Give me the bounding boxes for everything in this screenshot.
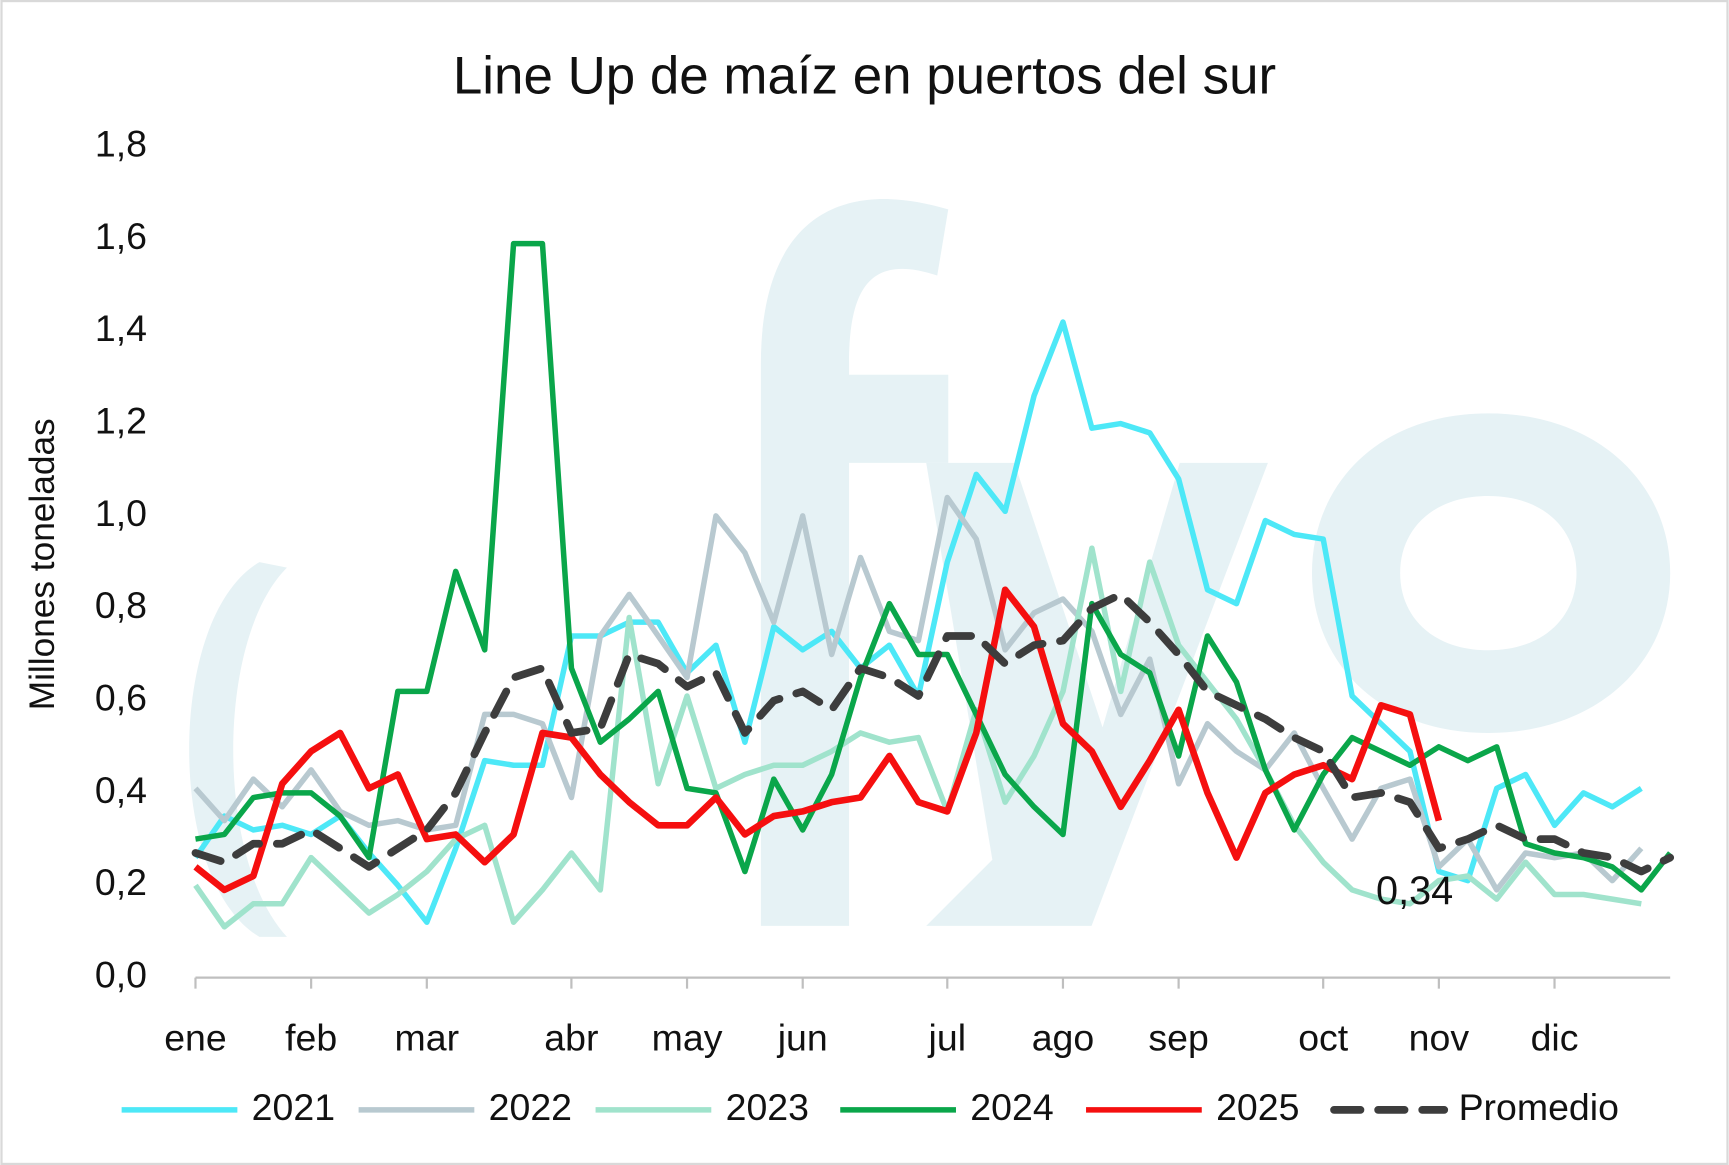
y-axis-label: Millones toneladas xyxy=(23,418,62,710)
watermark-shape xyxy=(926,462,1268,926)
y-tick-label: 1,0 xyxy=(95,492,147,534)
x-tick-label: ene xyxy=(164,1016,227,1058)
legend-label: 2024 xyxy=(970,1086,1053,1128)
y-tick-label: 0,0 xyxy=(95,954,147,996)
y-tick-label: 1,4 xyxy=(95,307,147,349)
x-tick-label: dic xyxy=(1531,1016,1579,1058)
legend-label: 2022 xyxy=(489,1086,572,1128)
chart-title: Line Up de maíz en puertos del sur xyxy=(453,46,1276,105)
x-tick-label: jul xyxy=(928,1016,967,1058)
data-label: 0,34 xyxy=(1376,869,1453,913)
y-tick-label: 1,8 xyxy=(95,122,147,164)
x-tick-label: sep xyxy=(1148,1016,1208,1058)
y-tick-label: 0,4 xyxy=(95,769,147,811)
legend-label: 2025 xyxy=(1216,1086,1299,1128)
x-tick-label: mar xyxy=(395,1016,460,1058)
x-tick-label: oct xyxy=(1298,1016,1349,1058)
watermark-shape xyxy=(1311,413,1671,733)
watermark-shape xyxy=(189,562,287,937)
legend-label: 2023 xyxy=(726,1086,809,1128)
series-line xyxy=(193,586,1443,894)
y-tick-label: 0,2 xyxy=(95,861,147,903)
series-line xyxy=(191,590,1675,876)
watermark xyxy=(189,198,1671,937)
x-tick-label: feb xyxy=(285,1016,337,1058)
watermark-shape xyxy=(760,198,949,926)
x-tick-label: nov xyxy=(1409,1016,1470,1058)
x-tick-label: abr xyxy=(544,1016,598,1058)
x-tick-label: may xyxy=(652,1016,723,1058)
y-tick-label: 1,6 xyxy=(95,215,147,257)
legend-label: 2021 xyxy=(252,1086,335,1128)
x-tick-label: ago xyxy=(1032,1016,1095,1058)
y-tick-label: 1,2 xyxy=(95,399,147,441)
series-line xyxy=(193,494,1644,893)
series-line xyxy=(193,545,1642,930)
x-tick-label: jun xyxy=(777,1016,828,1058)
y-tick-label: 0,8 xyxy=(95,584,147,626)
legend-label: Promedio xyxy=(1459,1086,1619,1128)
y-tick-label: 0,6 xyxy=(95,677,147,719)
